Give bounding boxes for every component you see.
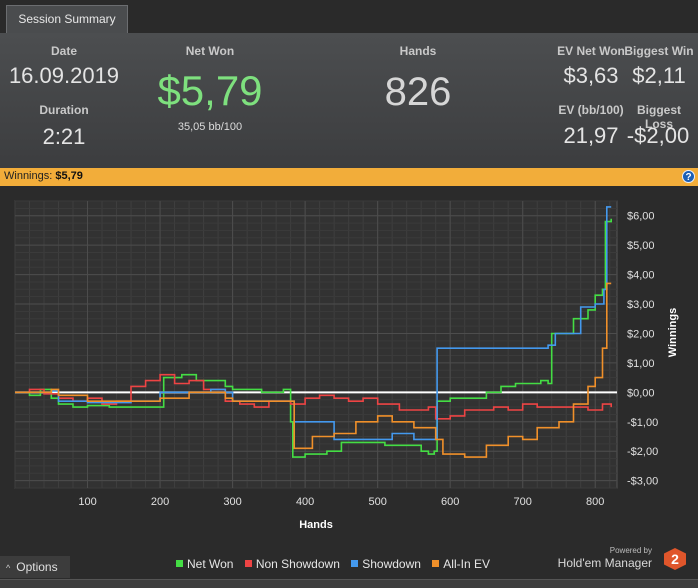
winnings-chart: 100 200 300 400 500 600 700 800 $6,00 $5,00 $4,00 $…	[14, 200, 679, 531]
bottom-border	[0, 579, 698, 588]
y-tick-label: $2,00	[627, 328, 655, 340]
winnings-status-bar: Winnings: $5,79 ?	[0, 168, 698, 186]
legend-swatch	[351, 560, 359, 567]
y-tick-label: -$2,00	[627, 446, 658, 458]
y-tick-label: $6,00	[627, 211, 655, 223]
legend-label: Non Showdown	[255, 557, 340, 571]
winnings-status-text: Winnings: $5,79	[4, 170, 83, 182]
biggest-loss-value: -$2,00	[626, 123, 690, 148]
hem2-logo-icon: 2	[664, 548, 686, 570]
summary-panel: Date 16.09.2019 Duration 2:21 Net Won $5…	[0, 33, 698, 168]
legend-swatch	[244, 560, 252, 567]
y-tick-label: $5,00	[627, 240, 655, 252]
legend-label: Net Won	[187, 557, 234, 571]
y-tick-label: $4,00	[627, 270, 655, 282]
brand-name: Hold'em Manager	[557, 556, 652, 570]
net-won-value: $5,79	[157, 67, 263, 114]
legend-label: Showdown	[362, 557, 421, 571]
x-tick-label: 200	[151, 496, 169, 508]
ev-bb100-value: 21,97	[563, 123, 619, 148]
date-label: Date	[50, 44, 77, 58]
y-tick-label: -$3,00	[627, 476, 658, 488]
chevron-up-icon: ^	[6, 563, 11, 573]
help-icon[interactable]: ?	[682, 170, 695, 183]
chart-panel: 100 200 300 400 500 600 700 800 $6,00 $5,00 $4,00 $…	[0, 186, 698, 587]
legend-item-net-won[interactable]: Net Won	[176, 557, 233, 571]
series-line-non-showdown	[15, 373, 612, 420]
x-tick-label: 700	[514, 496, 532, 508]
biggest-win-label: Biggest Win	[624, 44, 694, 58]
duration-value: 2:21	[42, 124, 86, 149]
x-tick-label: 800	[586, 496, 604, 508]
legend-item-showdown[interactable]: Showdown	[351, 557, 421, 571]
net-won-label: Net Won	[185, 44, 235, 58]
x-tick-label: 400	[296, 496, 314, 508]
y-tick-label: $1,00	[627, 358, 655, 370]
powered-by-text: Powered by	[609, 546, 652, 555]
series-line-all-in-ev	[15, 282, 612, 458]
legend-item-all-in-ev[interactable]: All-In EV	[432, 557, 490, 571]
hands-value: 826	[384, 70, 452, 114]
x-tick-label: 600	[441, 496, 459, 508]
x-tick-label: 500	[368, 496, 386, 508]
ev-net-won-label: EV Net Won	[557, 44, 625, 58]
series-line-net-won	[15, 218, 612, 458]
x-tick-label: 300	[223, 496, 241, 508]
options-button[interactable]: ^ Options	[0, 556, 70, 578]
y-tick-label: $3,00	[627, 299, 655, 311]
legend-label: All-In EV	[443, 557, 490, 571]
hands-label: Hands	[399, 44, 437, 58]
x-axis-title: Hands	[299, 519, 333, 531]
ev-net-won-value: $3,63	[563, 63, 619, 88]
branding: Powered by Hold'em Manager 2	[546, 546, 686, 576]
legend-item-non-showdown[interactable]: Non Showdown	[244, 557, 340, 571]
y-tick-label: $0,00	[627, 387, 655, 399]
winnings-status-label: Winnings:	[4, 170, 53, 182]
y-axis-title: Winnings	[667, 308, 679, 357]
x-tick-label: 100	[78, 496, 96, 508]
y-tick-label: -$1,00	[627, 417, 658, 429]
biggest-loss-label: Biggest Loss	[636, 103, 681, 131]
options-label: Options	[16, 560, 58, 574]
plot-area	[14, 200, 618, 489]
tab-session-summary[interactable]: Session Summary	[6, 5, 128, 33]
winnings-status-value: $5,79	[55, 170, 83, 182]
legend-swatch	[176, 560, 183, 567]
chart-legend: Net Won Non Showdown Showdown All-In EV	[176, 557, 498, 571]
ev-bb100-label: EV (bb/100)	[558, 103, 624, 117]
date-value: 16.09.2019	[8, 63, 120, 88]
tab-bar: Session Summary	[0, 0, 698, 33]
net-won-bb100: 35,05 bb/100	[177, 121, 243, 133]
biggest-win-value: $2,11	[632, 63, 686, 88]
duration-label: Duration	[39, 103, 89, 117]
legend-swatch	[432, 560, 440, 567]
